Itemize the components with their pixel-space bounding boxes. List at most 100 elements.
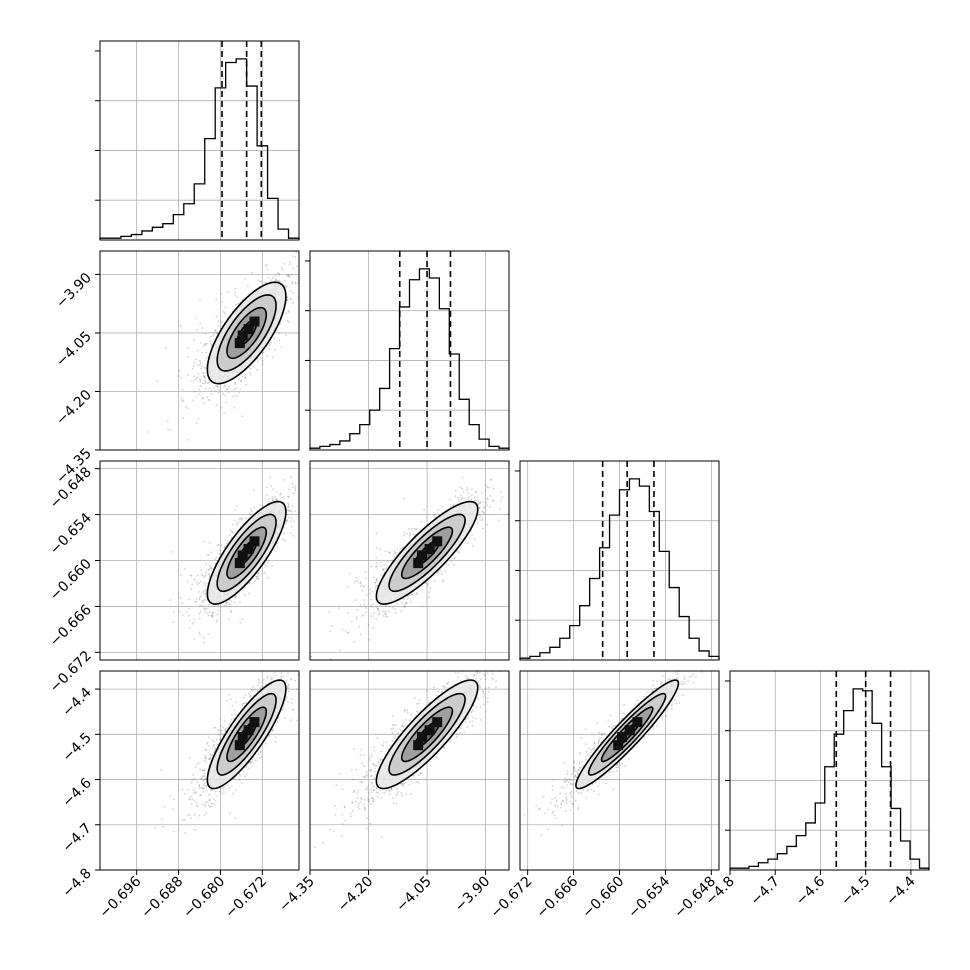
sample-point: [279, 280, 281, 283]
contour-line: [226, 306, 268, 360]
sample-point: [179, 596, 182, 599]
sample-point: [186, 814, 189, 817]
sample-point: [198, 631, 201, 634]
sample-point: [239, 621, 242, 624]
sample-point: [203, 576, 206, 578]
sample-point: [410, 600, 412, 603]
sample-point: [442, 579, 445, 581]
sample-point: [274, 736, 277, 739]
sample-point: [211, 615, 214, 617]
sample-point: [248, 582, 251, 585]
sample-point: [374, 582, 376, 584]
sample-point: [300, 666, 302, 668]
sample-point: [453, 557, 456, 559]
sample-point: [473, 538, 476, 541]
sample-point: [353, 580, 356, 583]
sample-point: [372, 603, 375, 605]
sample-point: [236, 504, 238, 507]
sample-point: [215, 315, 218, 318]
sample-point: [207, 568, 210, 571]
sample-point: [292, 302, 295, 304]
sample-point: [280, 267, 283, 269]
sample-point: [439, 569, 442, 572]
sample-point: [234, 294, 237, 296]
sample-point: [198, 582, 201, 585]
sample-point: [279, 322, 282, 325]
sample-point: [454, 489, 457, 492]
sample-point: [201, 382, 204, 385]
sample-point: [207, 614, 210, 617]
sample-point: [272, 488, 275, 491]
sample-point: [210, 614, 213, 617]
sample-point: [261, 685, 264, 688]
sample-point: [192, 338, 195, 341]
sample-point: [403, 605, 406, 608]
sample-point: [477, 500, 480, 502]
sample-point: [328, 610, 331, 613]
sample-point: [198, 617, 201, 620]
sample-point: [201, 573, 204, 576]
sample-point: [449, 505, 452, 508]
sample-point: [285, 334, 288, 337]
sample-point: [471, 488, 473, 491]
sample-point: [266, 494, 268, 497]
sample-point: [476, 522, 479, 525]
sample-point: [208, 573, 210, 576]
sample-point: [207, 632, 210, 635]
sample-point: [204, 589, 207, 592]
sample-point: [488, 486, 491, 489]
sample-point: [217, 325, 220, 327]
sample-point: [365, 611, 368, 613]
sample-point: [198, 363, 201, 366]
sample-point: [266, 268, 269, 271]
sample-point: [259, 503, 262, 506]
sample-point: [361, 615, 364, 617]
sample-point: [375, 532, 378, 535]
panel-frame: [309, 460, 510, 661]
sample-point: [204, 377, 206, 380]
sample-point: [486, 486, 489, 489]
sample-point: [271, 356, 274, 359]
sample-point: [203, 402, 205, 405]
sample-point: [456, 551, 459, 554]
sample-point: [287, 320, 290, 323]
sample-point: [385, 611, 387, 614]
hist-panel-2: [515, 460, 720, 661]
sample-point: [244, 373, 247, 376]
sample-point: [223, 412, 226, 414]
sample-point: [447, 563, 450, 566]
sample-point: [226, 601, 229, 604]
sample-point: [375, 565, 377, 568]
sample-point: [266, 354, 269, 357]
sample-point: [230, 599, 233, 602]
sample-point: [452, 504, 455, 506]
sample-point: [363, 585, 365, 588]
sample-point: [259, 750, 262, 753]
sample-point: [205, 612, 208, 614]
sample-point: [286, 296, 289, 299]
sample-point: [257, 575, 260, 578]
sample-point: [223, 545, 226, 548]
sample-point: [375, 617, 378, 620]
histogram-step-3: [729, 688, 930, 870]
sample-point: [276, 546, 279, 549]
sample-point: [182, 400, 185, 403]
sample-point: [354, 599, 357, 601]
sample-point: [479, 501, 482, 504]
sample-point: [301, 299, 303, 301]
sample-point: [288, 275, 291, 278]
sample-point: [395, 553, 398, 556]
sample-point: [370, 598, 373, 601]
sample-point: [235, 524, 238, 526]
sample-point: [425, 582, 428, 585]
sample-point: [226, 291, 229, 293]
sample-point: [391, 606, 394, 609]
sample-point: [281, 269, 284, 272]
sample-point: [396, 548, 399, 551]
sample-point: [234, 509, 237, 512]
sample-point: [227, 391, 230, 394]
sample-point: [384, 615, 387, 618]
sample-point: [189, 574, 192, 577]
sample-point: [346, 632, 349, 634]
sample-point: [370, 565, 373, 568]
